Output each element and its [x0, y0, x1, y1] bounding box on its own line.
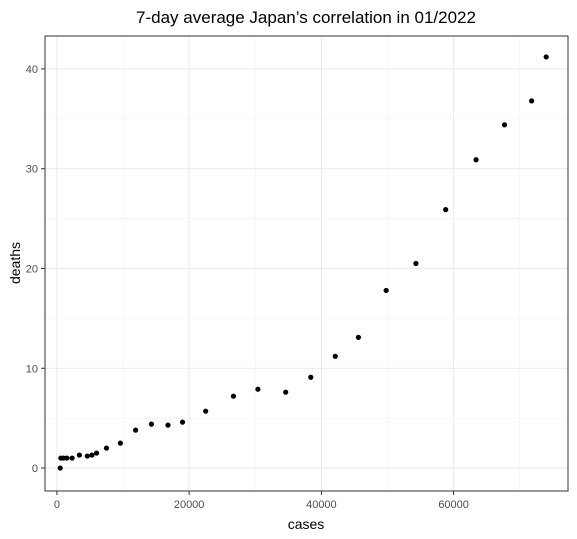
- data-point: [332, 353, 338, 359]
- data-point: [443, 207, 449, 213]
- data-point: [543, 54, 549, 60]
- data-point: [148, 421, 155, 427]
- y-axis-title: deaths: [7, 242, 23, 284]
- data-point: [283, 389, 289, 395]
- data-point: [179, 419, 186, 425]
- data-point: [165, 422, 171, 428]
- plot-panel: [45, 36, 568, 491]
- data-point: [117, 440, 123, 446]
- y-axis-ticks: 0 10 20 30 40: [26, 64, 45, 475]
- x-axis-ticks: 0 20000 40000 60000: [54, 491, 469, 511]
- data-point: [93, 450, 100, 456]
- x-tick-label: 60000: [438, 499, 469, 511]
- x-axis-title: cases: [288, 516, 325, 532]
- data-point: [69, 455, 75, 461]
- data-point: [529, 98, 535, 104]
- data-point: [230, 393, 237, 399]
- y-tick-label: 0: [32, 463, 38, 475]
- data-point: [76, 452, 82, 458]
- data-point: [308, 374, 314, 380]
- x-tick-label: 20000: [174, 499, 205, 511]
- data-point: [103, 445, 110, 451]
- data-point: [203, 408, 209, 414]
- major-gridlines: [45, 36, 568, 491]
- data-point: [89, 452, 95, 458]
- data-point: [84, 453, 90, 459]
- data-point: [64, 455, 70, 461]
- data-point: [57, 465, 63, 471]
- data-point: [473, 157, 479, 163]
- minor-gridlines: [45, 36, 568, 491]
- data-point: [501, 122, 508, 128]
- data-points: [57, 54, 549, 471]
- y-tick-label: 10: [26, 363, 38, 375]
- chart-title: 7-day average Japan’s correlation in 01/…: [136, 8, 476, 27]
- y-tick-label: 30: [26, 164, 38, 176]
- data-point: [413, 260, 419, 267]
- data-point: [383, 287, 389, 294]
- data-point: [355, 334, 362, 340]
- data-point: [255, 386, 261, 392]
- plot-border: [44, 35, 569, 492]
- y-tick-label: 20: [26, 263, 38, 275]
- data-point: [132, 427, 139, 433]
- y-tick-label: 40: [26, 64, 38, 76]
- x-tick-label: 40000: [306, 499, 337, 511]
- x-tick-label: 0: [54, 499, 60, 511]
